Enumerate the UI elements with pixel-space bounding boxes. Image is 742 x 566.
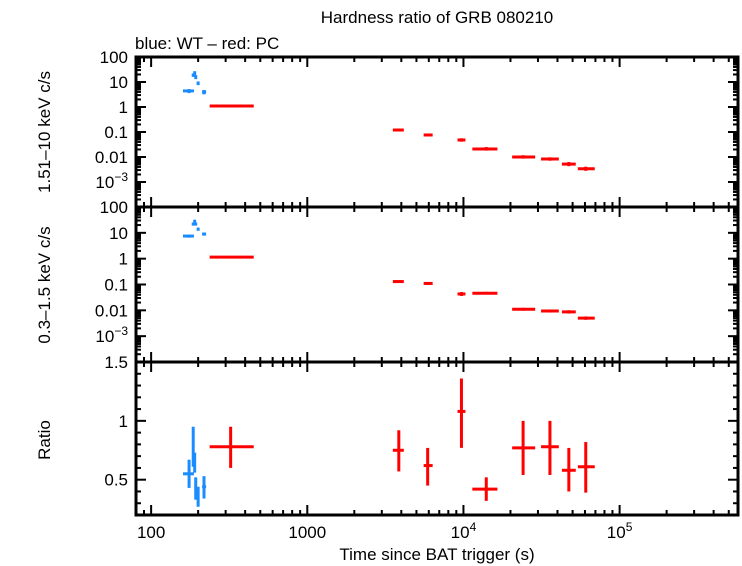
data-point-wt [193,452,197,473]
data-point-wt [194,75,198,80]
chart-title: Hardness ratio of GRB 080210 [321,8,553,27]
x-axis-title: Time since BAT trigger (s) [339,545,534,564]
y-tick-label: 10 [109,73,128,92]
data-point-pc [512,155,536,159]
data-point-pc [392,280,404,284]
data-point-pc [541,309,559,313]
data-point-wt [202,89,207,95]
data-point-wt [196,227,200,231]
y-tick-label: 0.01 [95,148,128,167]
plot-frame [134,55,740,517]
data-point-wt [202,476,207,499]
y-tick-label: 10−3 [95,324,128,346]
data-point-pc [577,442,595,493]
data-marks [183,71,595,507]
data-point-wt [193,71,197,76]
data-point-pc [541,157,559,161]
data-point-pc [392,128,404,132]
data-point-pc [512,307,536,311]
data-point-pc [561,310,576,314]
x-tick-label: 104 [451,520,477,542]
data-point-wt [196,486,200,507]
data-point-pc [457,138,466,142]
data-point-wt [183,234,194,238]
axes: 100 10 1 0.1 0.01 10−3 100 10 1 0.1 0.01 10−3 0.5 1 1.… [95,48,738,542]
y-tick-label: 0.1 [104,123,128,142]
data-point-pc [423,281,433,285]
data-point-pc [209,426,254,468]
data-point-pc [577,316,595,320]
y-axis-title-hard: 1.51–10 keV c/s [35,71,54,193]
data-point-pc [209,104,254,108]
data-point-pc [577,166,595,171]
y-tick-label: 0.1 [104,276,128,295]
y-tick-label: 100 [100,48,128,67]
x-tick-label: 100 [137,523,165,542]
data-point-pc [561,447,576,492]
y-tick-label: 0.01 [95,301,128,320]
data-point-wt [191,222,195,226]
data-point-wt [202,232,207,236]
y-tick-label: 10 [109,224,128,243]
data-point-pc [512,420,536,475]
y-tick-label: 0.5 [104,471,128,490]
y-tick-label: 1.5 [104,353,128,372]
data-point-pc [541,420,559,475]
data-point-pc [472,477,498,501]
chart-subtitle: blue: WT – red: PC [135,34,279,53]
data-point-pc [392,430,404,472]
y-tick-label: 10−3 [95,170,128,192]
y-axis-title-soft: 0.3–1.5 keV c/s [35,226,54,343]
data-point-wt [194,477,198,500]
data-point-wt [183,459,194,488]
data-point-wt [193,219,197,224]
data-point-pc [423,133,433,137]
y-axis-title-ratio: Ratio [35,420,54,460]
y-tick-label: 1 [119,98,128,117]
y-tick-label: 1 [119,412,128,431]
data-point-pc [209,255,254,259]
data-point-wt [194,222,198,226]
x-tick-label: 105 [607,520,633,542]
y-tick-label: 1 [119,250,128,269]
data-point-pc [457,292,466,296]
data-point-pc [561,162,576,167]
data-point-wt [183,89,194,94]
data-point-pc [457,378,466,448]
x-tick-label: 1000 [288,523,326,542]
data-point-pc [472,147,498,151]
data-point-pc [472,291,498,295]
y-tick-label: 100 [100,198,128,217]
data-point-wt [196,81,200,86]
data-point-pc [423,447,433,486]
